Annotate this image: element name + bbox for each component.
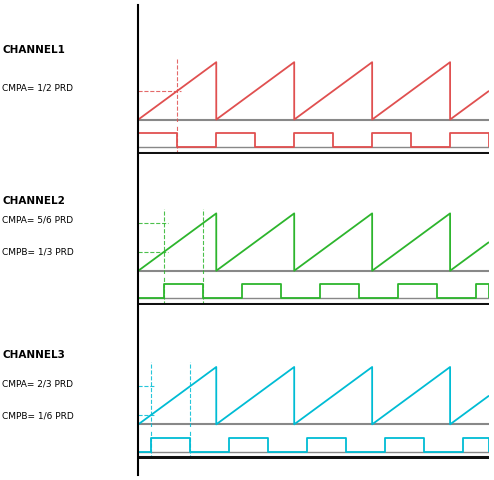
Text: CHANNEL3: CHANNEL3 bbox=[2, 350, 65, 360]
Text: CMPA= 5/6 PRD: CMPA= 5/6 PRD bbox=[2, 215, 74, 224]
Text: CMPA= 1/2 PRD: CMPA= 1/2 PRD bbox=[2, 83, 74, 92]
Text: CHANNEL1: CHANNEL1 bbox=[2, 45, 65, 55]
Text: CMPB= 1/3 PRD: CMPB= 1/3 PRD bbox=[2, 248, 74, 256]
Text: CMPB= 1/6 PRD: CMPB= 1/6 PRD bbox=[2, 412, 74, 421]
Text: CHANNEL2: CHANNEL2 bbox=[2, 196, 65, 206]
Text: CMPA= 2/3 PRD: CMPA= 2/3 PRD bbox=[2, 380, 74, 388]
